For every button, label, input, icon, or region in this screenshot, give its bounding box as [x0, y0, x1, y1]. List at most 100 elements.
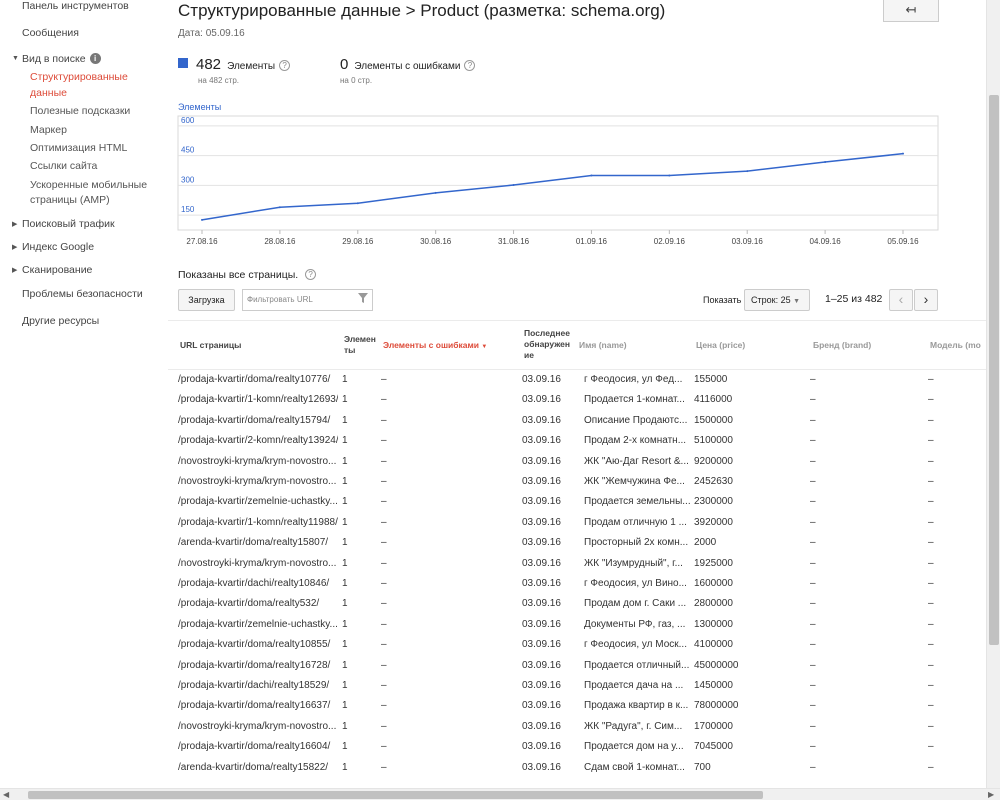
cell-url[interactable]: /prodaja-kvartir/1-komn/realty12693/: [178, 394, 338, 406]
col-model[interactable]: Модель (mo: [930, 340, 981, 350]
cell-url[interactable]: /novostroyki-kryma/krym-novostro...: [178, 455, 337, 467]
data-point[interactable]: [356, 202, 359, 205]
sidebar-subitem-marker[interactable]: Маркер: [30, 124, 67, 136]
horizontal-scroll-thumb[interactable]: [28, 791, 763, 799]
sidebar-subitem-amp-1[interactable]: Ускоренные мобильные: [30, 179, 148, 191]
sidebar-item-crawl[interactable]: ▶ Сканирование: [12, 264, 93, 276]
cell-url[interactable]: /arenda-kvartir/doma/realty15807/: [178, 537, 329, 549]
table-row[interactable]: /arenda-kvartir/doma/realty15822/1 – 03.09…: [168, 758, 986, 778]
sidebar-item-messages[interactable]: Сообщения: [22, 27, 79, 39]
horizontal-scrollbar[interactable]: ◀ ▶: [0, 788, 1000, 800]
table-row[interactable]: /prodaja-kvartir/doma/realty15794/1 – 03.0…: [168, 411, 986, 431]
data-point[interactable]: [201, 218, 203, 221]
cell-last-detected: 03.09.16: [522, 680, 561, 691]
sidebar-item-other-resources[interactable]: Другие ресурсы: [22, 315, 99, 327]
help-icon[interactable]: ?: [279, 60, 291, 71]
data-point[interactable]: [746, 170, 749, 173]
table-row[interactable]: /prodaja-kvartir/doma/realty16604/1 – 03.0…: [168, 737, 986, 757]
col-errors[interactable]: Элементы с ошибками ▼: [383, 340, 487, 353]
sidebar-item-label: Сканирование: [22, 264, 93, 276]
data-point[interactable]: [824, 160, 827, 163]
data-point[interactable]: [434, 191, 437, 194]
vertical-scroll-thumb[interactable]: [989, 95, 999, 645]
sidebar-subitem-rich-cards[interactable]: Полезные подсказки: [30, 105, 131, 117]
cell-items: 1: [342, 598, 348, 610]
cell-url[interactable]: /prodaja-kvartir/1-komn/realty11988/: [178, 516, 338, 528]
table-row[interactable]: /prodaja-kvartir/zemelnie-uchastky... 1 – 0…: [168, 615, 986, 635]
cell-url[interactable]: /prodaja-kvartir/zemelnie-uchastky...: [178, 618, 338, 630]
cell-name: ЖК "Жемчужина Фе...: [584, 476, 685, 487]
prev-page-button[interactable]: ‹: [889, 289, 913, 311]
data-point[interactable]: [512, 183, 515, 186]
table-row[interactable]: /prodaja-kvartir/1-komn/realty11988/1 – 03…: [168, 513, 986, 533]
sidebar-item-dashboard[interactable]: Панель инструментов: [22, 0, 129, 12]
table-row[interactable]: /arenda-kvartir/doma/realty15807/1 – 03.09…: [168, 533, 986, 553]
table-row[interactable]: /prodaja-kvartir/doma/realty16637/1 – 03.0…: [168, 696, 986, 716]
cell-url[interactable]: /prodaja-kvartir/doma/realty16728/: [178, 659, 331, 671]
errors-stat[interactable]: 0 Элементы с ошибками? на 0 стр.: [340, 56, 476, 85]
cell-url[interactable]: /prodaja-kvartir/dachi/realty18529/: [178, 680, 330, 691]
cell-url[interactable]: /prodaja-kvartir/doma/realty532/: [178, 598, 320, 610]
table-row[interactable]: /novostroyki-kryma/krym-novostro... 1 – 03.…: [168, 452, 986, 472]
sidebar-subitem-structured-data-2[interactable]: данные: [30, 87, 67, 99]
data-point[interactable]: [590, 174, 593, 177]
scroll-left-icon[interactable]: ◀: [3, 790, 10, 799]
cell-url[interactable]: /novostroyki-kryma/krym-novostro...: [178, 476, 337, 487]
sidebar-subitem-structured-data-1[interactable]: Структурированные: [30, 71, 128, 83]
help-icon[interactable]: ?: [305, 269, 317, 280]
help-icon[interactable]: ?: [464, 60, 476, 71]
table-row[interactable]: /novostroyki-kryma/krym-novostro... 1 – 03.…: [168, 472, 986, 492]
cell-url[interactable]: /novostroyki-kryma/krym-novostro...: [178, 557, 337, 569]
download-button[interactable]: Загрузка: [178, 289, 235, 311]
table-row[interactable]: /prodaja-kvartir/dachi/realty18529/1 – 03.…: [168, 676, 986, 696]
cell-url[interactable]: /prodaja-kvartir/doma/realty16604/: [178, 741, 331, 753]
filter-funnel-icon[interactable]: [358, 293, 368, 303]
table-row[interactable]: /prodaja-kvartir/2-komn/realty13924/1 – 03…: [168, 431, 986, 451]
sidebar-subitem-html-improvements[interactable]: Оптимизация HTML: [30, 142, 128, 154]
sidebar-subitem-sitelinks[interactable]: Ссылки сайта: [30, 160, 98, 172]
data-point[interactable]: [668, 174, 671, 177]
info-icon[interactable]: i: [89, 53, 101, 64]
col-url[interactable]: URL страницы: [180, 340, 242, 350]
cell-url[interactable]: /prodaja-kvartir/doma/realty10776/: [178, 374, 331, 385]
back-button[interactable]: ↤: [883, 0, 939, 22]
cell-url[interactable]: /prodaja-kvartir/doma/realty15794/: [178, 414, 331, 426]
table-row[interactable]: /prodaja-kvartir/doma/realty10776/1 – 03.0…: [168, 370, 986, 390]
table-row[interactable]: /novostroyki-kryma/krym-novostro... 1 – 03.…: [168, 554, 986, 574]
cell-items: 1: [342, 741, 348, 753]
cell-brand: –: [810, 618, 816, 630]
cell-price: 1300000: [694, 618, 733, 630]
col-last-detected[interactable]: Последнее обнаружен ие: [524, 328, 570, 361]
table-row[interactable]: /prodaja-kvartir/doma/realty532/1 – 03.09.…: [168, 594, 986, 614]
items-stat[interactable]: 482 Элементы? на 482 стр.: [178, 56, 291, 85]
table-row[interactable]: /prodaja-kvartir/zemelnie-uchastky... 1 – 0…: [168, 492, 986, 512]
cell-url[interactable]: /prodaja-kvartir/dachi/realty10846/: [178, 578, 330, 589]
cell-url[interactable]: /arenda-kvartir/doma/realty15822/: [178, 761, 329, 773]
scroll-right-icon[interactable]: ▶: [988, 790, 995, 799]
sidebar-item-security-issues[interactable]: Проблемы безопасности: [22, 288, 143, 300]
cell-url[interactable]: /prodaja-kvartir/2-komn/realty13924/: [178, 435, 338, 447]
sidebar-item-search-appearance[interactable]: ▼ Вид в поиске i: [12, 53, 101, 65]
data-point[interactable]: [902, 152, 904, 155]
col-name[interactable]: Имя (name): [579, 340, 627, 350]
sidebar-item-search-traffic[interactable]: ▶ Поисковый трафик: [12, 218, 115, 230]
table-row[interactable]: /prodaja-kvartir/doma/realty16728/1 – 03.0…: [168, 656, 986, 676]
col-price[interactable]: Цена (price): [696, 340, 746, 350]
next-page-button[interactable]: ›: [914, 289, 938, 311]
col-brand[interactable]: Бренд (brand): [813, 340, 872, 350]
data-point[interactable]: [278, 206, 281, 209]
filter-url-input[interactable]: Фильтровать URL: [242, 289, 373, 311]
cell-url[interactable]: /prodaja-kvartir/doma/realty10855/: [178, 639, 331, 651]
col-items[interactable]: Элемен ты: [344, 334, 376, 356]
rows-per-page-select[interactable]: Строк: 25 ▼: [744, 289, 810, 311]
table-row[interactable]: /prodaja-kvartir/doma/realty10855/1 – 03.0…: [168, 635, 986, 655]
table-row[interactable]: /novostroyki-kryma/krym-novostro... 1 – 03.…: [168, 717, 986, 737]
sidebar-item-google-index[interactable]: ▶ Индекс Google: [12, 241, 94, 253]
cell-url[interactable]: /prodaja-kvartir/doma/realty16637/: [178, 700, 331, 712]
sidebar-subitem-amp-2[interactable]: страницы (AMP): [30, 194, 110, 206]
vertical-scrollbar[interactable]: [986, 0, 1000, 788]
cell-url[interactable]: /prodaja-kvartir/zemelnie-uchastky...: [178, 496, 338, 508]
table-row[interactable]: /prodaja-kvartir/dachi/realty10846/1 – 03.…: [168, 574, 986, 594]
table-row[interactable]: /prodaja-kvartir/1-komn/realty12693/1 – 03…: [168, 390, 986, 410]
cell-url[interactable]: /novostroyki-kryma/krym-novostro...: [178, 720, 337, 732]
